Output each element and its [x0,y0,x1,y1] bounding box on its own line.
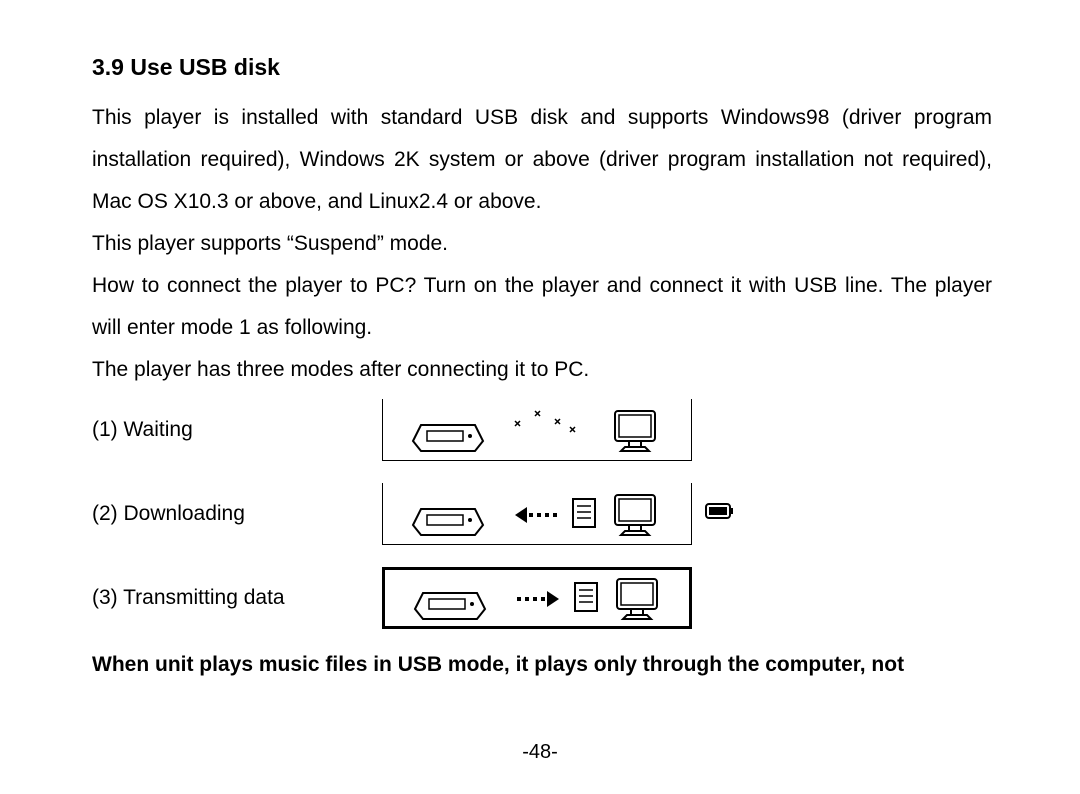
mode-diagram-downloading [382,483,692,545]
section-heading: 3.9 Use USB disk [92,54,992,81]
mode-label-downloading: (2) Downloading [92,502,382,526]
transmitting-icon [397,569,677,627]
mode-diagram-waiting [382,399,692,461]
bold-note: When unit plays music files in USB mode,… [92,653,992,677]
waiting-icon [395,401,679,459]
mode-label-waiting: (1) Waiting [92,418,382,442]
paragraph-2: This player supports “Suspend” mode. [92,223,992,265]
mode-diagram-transmitting [382,567,692,629]
downloading-icon [395,485,679,543]
paragraph-3: How to connect the player to PC? Turn on… [92,265,992,349]
battery-icon [705,503,735,521]
page-number: -48- [0,741,1080,764]
paragraph-1: This player is installed with standard U… [92,97,992,223]
mode-row-waiting: (1) Waiting [92,399,992,461]
mode-label-transmitting: (3) Transmitting data [92,586,382,610]
mode-row-downloading: (2) Downloading [92,483,992,545]
paragraph-4: The player has three modes after connect… [92,349,992,391]
mode-row-transmitting: (3) Transmitting data [92,567,992,629]
